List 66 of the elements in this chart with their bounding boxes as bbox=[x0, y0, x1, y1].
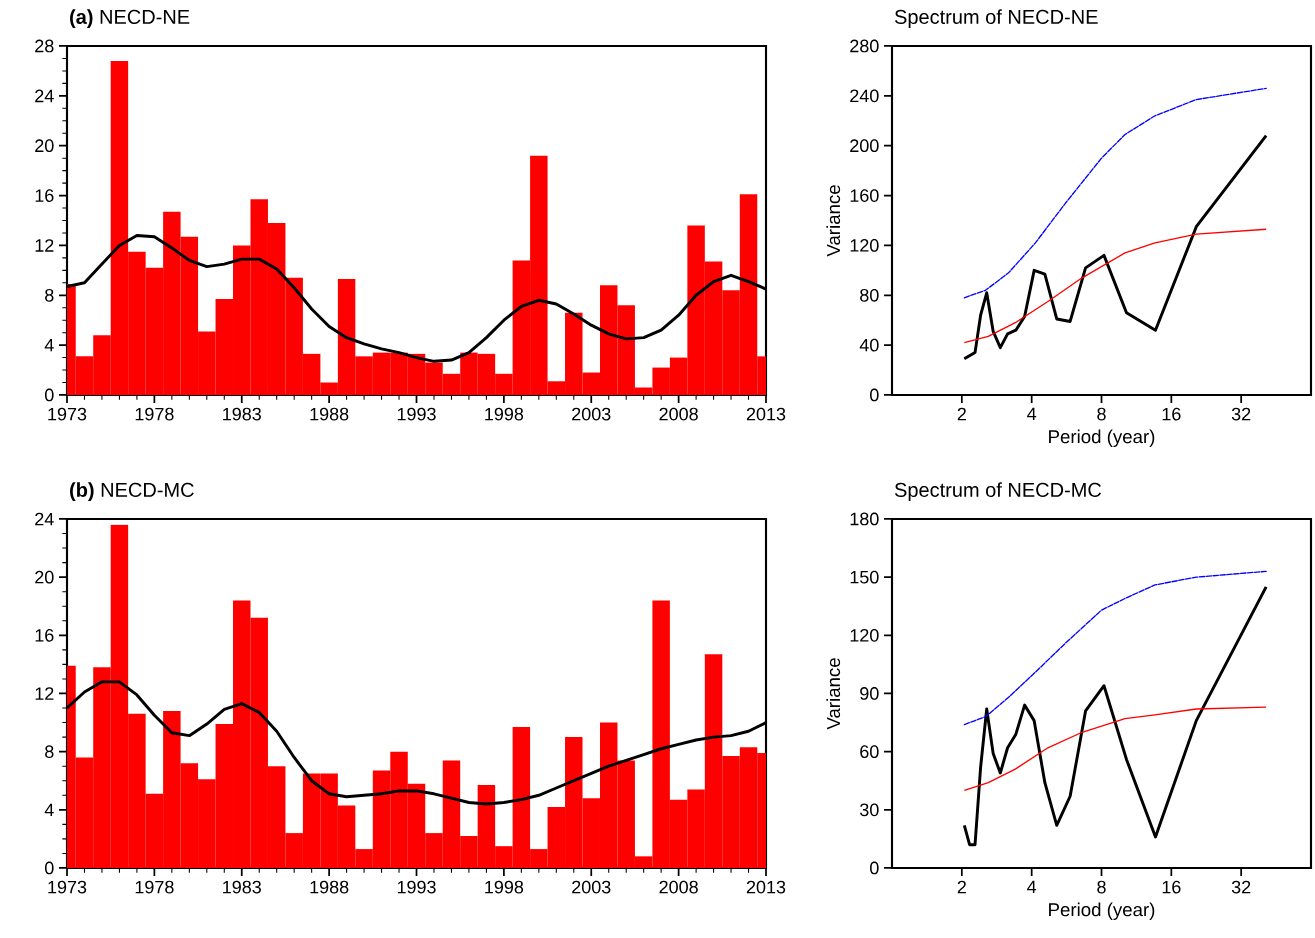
y-tick-label: 30 bbox=[860, 803, 879, 817]
y-tick-label: 0 bbox=[870, 861, 879, 875]
x-tick-label: 1978 bbox=[135, 407, 174, 421]
y-tick-label: 0 bbox=[45, 861, 54, 875]
chart-title: Spectrum of NECD-NE bbox=[894, 9, 1098, 28]
x-tick-label: 1988 bbox=[310, 880, 349, 894]
chart-title: Spectrum of NECD-MC bbox=[894, 482, 1102, 501]
y-tick-label: 120 bbox=[850, 239, 879, 252]
x-tick-label: 2 bbox=[957, 407, 966, 421]
y-axis-title: Variance bbox=[826, 185, 841, 257]
x-tick-label: 32 bbox=[1231, 880, 1251, 894]
y-tick-label: 24 bbox=[35, 512, 54, 526]
y-tick-label: 28 bbox=[35, 39, 54, 53]
x-tick-label: 32 bbox=[1231, 407, 1251, 421]
y-tick-label: 8 bbox=[45, 288, 54, 302]
y-tick-label: 90 bbox=[860, 687, 879, 700]
y-tick-label: 120 bbox=[850, 628, 879, 642]
x-axis-title: Period (year) bbox=[1049, 902, 1155, 920]
y-axis-title: Variance bbox=[826, 658, 841, 730]
x-tick-label: 2008 bbox=[659, 880, 698, 894]
x-axis-title: Period (year) bbox=[1049, 429, 1155, 447]
y-tick-label: 150 bbox=[850, 570, 879, 584]
x-tick-label: 2003 bbox=[572, 407, 611, 421]
x-tick-label: 1978 bbox=[135, 880, 174, 894]
chart-title: (a) NECD-NE bbox=[70, 9, 190, 28]
y-tick-label: 4 bbox=[44, 338, 54, 352]
y-tick-label: 160 bbox=[850, 189, 879, 202]
x-tick-label: 1973 bbox=[48, 407, 87, 421]
chart-title: (b) NECD-MC bbox=[70, 482, 194, 501]
x-tick-label: 1998 bbox=[485, 407, 524, 421]
y-tick-label: 4 bbox=[44, 803, 54, 817]
y-tick-label: 40 bbox=[859, 338, 879, 352]
x-tick-label: 4 bbox=[1027, 880, 1037, 894]
y-tick-label: 12 bbox=[35, 687, 54, 700]
x-tick-label: 2008 bbox=[659, 407, 698, 421]
x-tick-label: 4 bbox=[1027, 407, 1037, 421]
x-tick-label: 8 bbox=[1097, 407, 1106, 421]
x-tick-label: 2013 bbox=[746, 407, 786, 421]
x-tick-label: 2003 bbox=[572, 880, 611, 894]
x-tick-label: 1993 bbox=[397, 880, 436, 894]
y-tick-label: 200 bbox=[850, 139, 879, 153]
y-tick-label: 8 bbox=[45, 745, 54, 759]
x-tick-label: 1973 bbox=[48, 880, 87, 894]
y-tick-label: 12 bbox=[35, 239, 54, 252]
y-tick-label: 80 bbox=[860, 288, 879, 302]
x-tick-label: 2 bbox=[957, 880, 966, 894]
y-tick-label: 280 bbox=[850, 39, 879, 53]
x-tick-label: 2013 bbox=[746, 880, 786, 894]
y-tick-label: 180 bbox=[850, 512, 879, 526]
y-tick-label: 0 bbox=[45, 388, 54, 402]
y-tick-label: 16 bbox=[35, 189, 54, 202]
y-tick-label: 16 bbox=[35, 628, 54, 642]
x-tick-label: 1983 bbox=[223, 880, 261, 894]
y-tick-label: 20 bbox=[35, 570, 54, 584]
y-tick-label: 0 bbox=[870, 388, 879, 402]
x-tick-label: 1998 bbox=[485, 880, 524, 894]
y-tick-label: 60 bbox=[860, 745, 879, 759]
x-tick-label: 1983 bbox=[223, 407, 261, 421]
y-tick-label: 20 bbox=[35, 139, 54, 153]
x-tick-label: 8 bbox=[1097, 880, 1106, 894]
y-tick-label: 24 bbox=[35, 89, 54, 103]
x-tick-label: 16 bbox=[1162, 880, 1181, 894]
x-tick-label: 16 bbox=[1162, 407, 1181, 421]
x-tick-label: 1993 bbox=[397, 407, 436, 421]
x-tick-label: 1988 bbox=[310, 407, 349, 421]
y-tick-label: 240 bbox=[850, 89, 879, 103]
